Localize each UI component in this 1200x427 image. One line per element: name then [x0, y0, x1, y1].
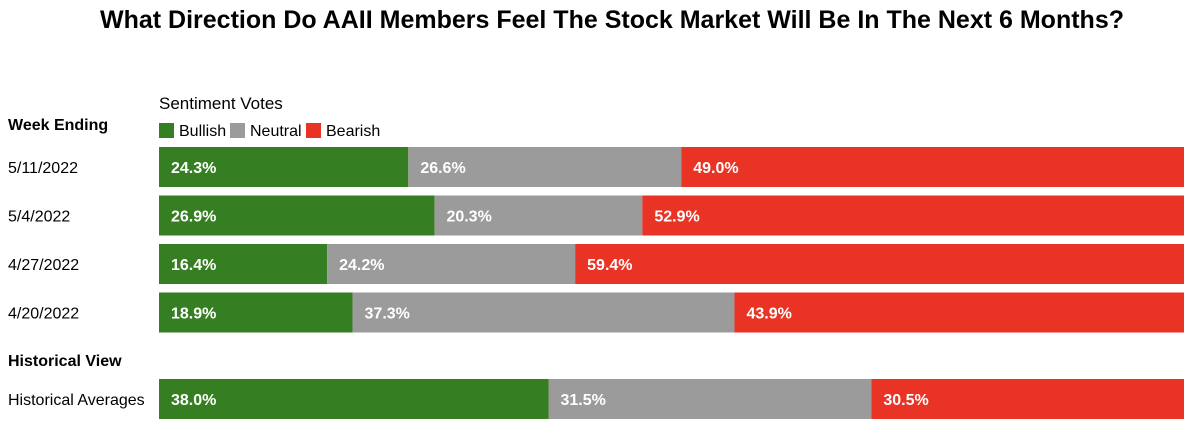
data-label-bullish: 18.9% — [171, 306, 216, 323]
data-label-bearish: 52.9% — [654, 209, 699, 226]
data-label-bullish: 38.0% — [171, 392, 216, 409]
row-label: 5/11/2022 — [8, 160, 78, 177]
bar-segment-bullish — [159, 292, 353, 333]
row-label: 5/4/2022 — [8, 209, 70, 226]
data-label-bullish: 26.9% — [171, 209, 216, 226]
bar-segment-neutral — [408, 147, 682, 187]
bar-segment-bearish — [734, 292, 1184, 333]
bar-segment-neutral — [327, 244, 576, 284]
bar-segment-bullish — [159, 147, 409, 187]
group-heading-historical-view: Historical View — [8, 353, 122, 370]
legend-swatch-bearish — [306, 123, 321, 138]
legend-label-bearish: Bearish — [326, 123, 380, 140]
group-week-ending: Week Ending 5/11/2022 24.3% 26.6% 49.0% 5/4/2… — [8, 117, 1184, 333]
bar-segment-bearish — [871, 379, 1185, 419]
bar-segment-bearish — [681, 147, 1184, 187]
bar-row: Historical Averages 38.0% 31.5% 30.5% — [8, 379, 1185, 419]
bar-groups: Week Ending 5/11/2022 24.3% 26.6% 49.0% 5/4/2… — [8, 117, 1185, 419]
legend-label-bullish: Bullish — [179, 123, 226, 140]
bar-row: 5/11/2022 24.3% 26.6% 49.0% — [8, 147, 1184, 187]
legend-swatch-bullish — [159, 123, 174, 138]
bar-row: 5/4/2022 26.9% 20.3% 52.9% — [8, 195, 1184, 236]
group-heading-week-ending: Week Ending — [8, 117, 108, 134]
bar-row: 4/27/2022 16.4% 24.2% 59.4% — [8, 244, 1184, 284]
data-label-neutral: 37.3% — [365, 306, 410, 323]
bar-row: 4/20/2022 18.9% 37.3% 43.9% — [8, 292, 1184, 333]
data-label-bearish: 43.9% — [746, 306, 791, 323]
data-label-bearish: 59.4% — [587, 257, 632, 274]
row-label: Historical Averages — [8, 392, 145, 409]
row-label: 4/20/2022 — [8, 306, 79, 323]
data-label-neutral: 31.5% — [561, 392, 606, 409]
legend: Bullish Neutral Bearish — [159, 123, 380, 140]
bar-segment-neutral — [434, 195, 643, 236]
data-label-bullish: 24.3% — [171, 160, 216, 177]
legend-swatch-neutral — [230, 123, 245, 138]
bar-segment-bullish — [159, 195, 435, 236]
data-label-neutral: 26.6% — [420, 160, 465, 177]
data-label-neutral: 24.2% — [339, 257, 384, 274]
legend-title: Sentiment Votes — [159, 94, 283, 113]
group-historical-view: Historical View Historical Averages 38.0% 3… — [8, 353, 1185, 419]
legend-label-neutral: Neutral — [250, 123, 302, 140]
bar-segment-bullish — [159, 379, 549, 419]
data-label-neutral: 20.3% — [446, 209, 491, 226]
data-label-bearish: 49.0% — [693, 160, 738, 177]
bar-segment-neutral — [548, 379, 872, 419]
bar-segment-bearish — [575, 244, 1184, 284]
row-label: 4/27/2022 — [8, 257, 79, 274]
data-label-bullish: 16.4% — [171, 257, 216, 274]
data-label-bearish: 30.5% — [883, 392, 928, 409]
chart-title: What Direction Do AAII Members Feel The … — [100, 6, 1124, 34]
bar-segment-neutral — [352, 292, 735, 333]
bar-segment-bullish — [159, 244, 328, 284]
bar-segment-bearish — [642, 195, 1184, 236]
